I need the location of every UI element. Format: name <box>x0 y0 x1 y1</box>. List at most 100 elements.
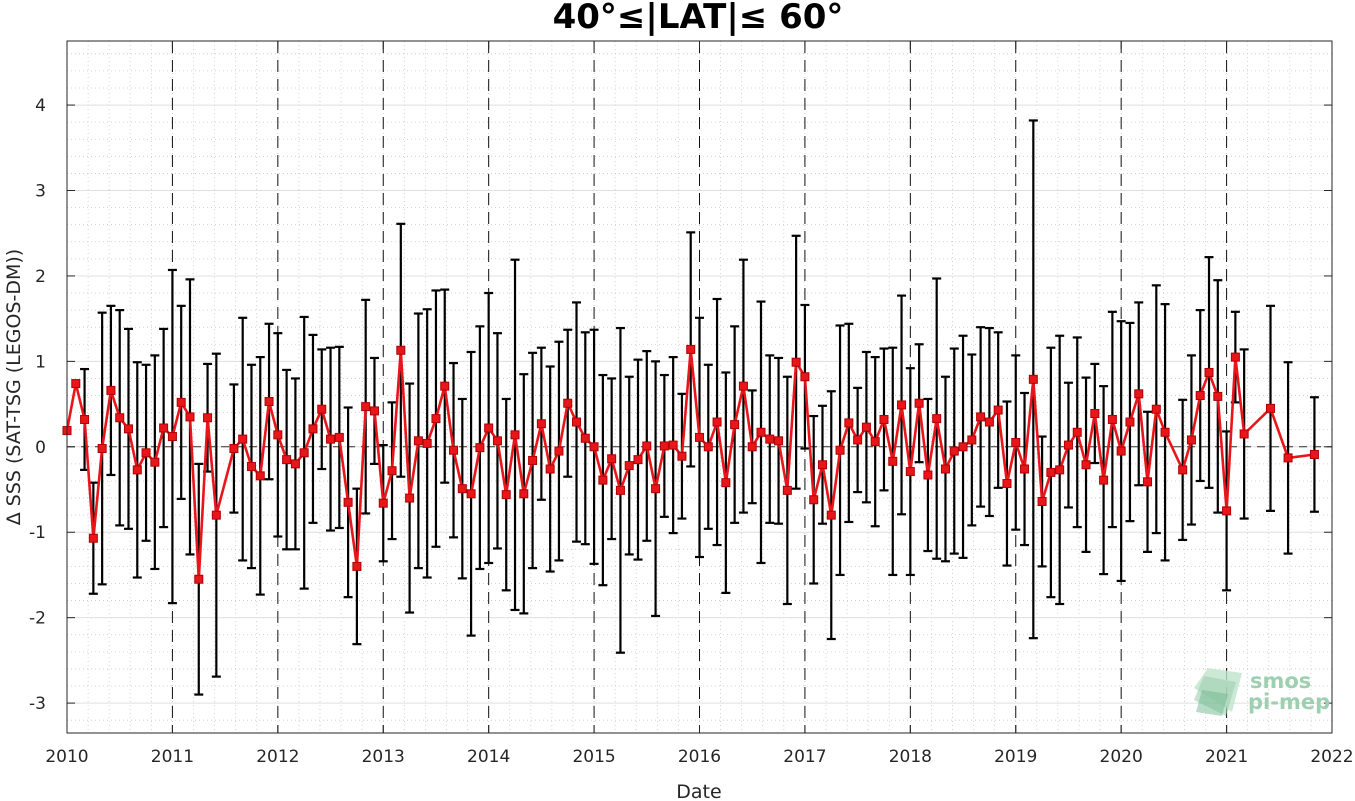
data-point <box>1072 427 1082 437</box>
data-point <box>378 498 388 508</box>
data-point <box>774 436 784 446</box>
data-point <box>466 489 476 499</box>
data-point <box>1222 506 1232 516</box>
data-point <box>835 445 845 455</box>
x-tick-label: 2019 <box>994 747 1037 767</box>
data-point <box>475 443 485 453</box>
series-markers <box>62 344 1319 584</box>
y-tick-label: -3 <box>29 694 46 714</box>
data-point <box>1090 408 1100 418</box>
data-point <box>422 438 432 448</box>
chart-title: 40°≤|LAT|≤ 60° <box>553 0 844 37</box>
x-axis-label: Date <box>676 781 721 801</box>
logo-text-smos: smos <box>1250 669 1311 693</box>
y-tick-label: -1 <box>29 523 46 543</box>
data-point <box>1204 367 1214 377</box>
x-tick-label: 2017 <box>783 747 826 767</box>
data-point <box>580 433 590 443</box>
data-point <box>853 435 863 445</box>
data-point <box>703 442 713 452</box>
data-point <box>554 446 564 456</box>
data-point <box>879 414 889 424</box>
x-tick-label: 2014 <box>467 747 510 767</box>
data-point <box>1283 453 1293 463</box>
data-point <box>598 475 608 485</box>
data-point <box>97 444 107 454</box>
data-point <box>1063 440 1073 450</box>
y-tick-label: 1 <box>35 352 46 372</box>
data-point <box>80 414 90 424</box>
y-axis-ticks: -3 -2 -1 0 1 2 3 4 <box>29 96 1332 714</box>
data-point <box>844 418 854 428</box>
data-point <box>914 398 924 408</box>
data-point <box>668 440 678 450</box>
data-point <box>1125 417 1135 427</box>
data-point <box>949 446 959 456</box>
data-point <box>1028 374 1038 384</box>
data-point <box>1160 427 1170 437</box>
data-point <box>817 460 827 470</box>
data-point <box>677 451 687 461</box>
data-point <box>273 430 283 440</box>
data-point <box>686 344 696 354</box>
y-tick-label: 3 <box>35 182 46 202</box>
data-point <box>334 432 344 442</box>
data-point <box>167 432 177 442</box>
data-point <box>229 444 239 454</box>
data-point <box>194 574 204 584</box>
data-point <box>431 414 441 424</box>
data-point <box>282 455 292 465</box>
data-point <box>361 402 371 412</box>
data-point <box>1037 496 1047 506</box>
data-point <box>940 464 950 474</box>
data-point <box>747 442 757 452</box>
y-tick-label: 2 <box>35 267 46 287</box>
data-point <box>484 423 494 433</box>
data-point <box>71 379 81 389</box>
y-tick-label: 0 <box>35 438 46 458</box>
x-tick-label: 2012 <box>256 747 299 767</box>
data-point <box>1178 465 1188 475</box>
data-point <box>457 484 467 494</box>
data-point <box>528 455 538 465</box>
data-point <box>809 495 819 505</box>
data-point <box>255 471 265 481</box>
data-point <box>492 436 502 446</box>
data-point <box>800 372 810 382</box>
data-point <box>317 404 327 414</box>
y-tick-label: -2 <box>29 609 46 629</box>
data-point <box>405 493 415 503</box>
data-point <box>1099 475 1109 485</box>
data-point <box>712 417 722 427</box>
x-tick-label: 2013 <box>362 747 405 767</box>
data-point <box>651 484 661 494</box>
smos-pimep-logo: smos pi-mep <box>1194 668 1330 716</box>
data-point <box>589 442 599 452</box>
data-point <box>721 478 731 488</box>
data-point <box>765 434 775 444</box>
data-point <box>1309 449 1319 459</box>
data-point <box>923 470 933 480</box>
data-point <box>308 424 318 434</box>
data-point <box>782 485 792 495</box>
data-point <box>123 424 133 434</box>
data-point <box>633 455 643 465</box>
data-point <box>1011 438 1021 448</box>
data-point <box>159 423 169 433</box>
data-point <box>88 533 98 543</box>
data-point <box>238 434 248 444</box>
data-point <box>352 561 362 571</box>
data-point <box>536 419 546 429</box>
data-point <box>730 420 740 430</box>
data-point <box>1266 403 1276 413</box>
data-point <box>203 413 213 423</box>
data-point <box>176 397 186 407</box>
x-axis-ticks: 2010 2011 2012 2013 2014 2015 2016 2017 2018 2019… <box>45 41 1354 767</box>
data-point <box>1213 391 1223 401</box>
data-point <box>659 441 669 451</box>
data-point <box>738 381 748 391</box>
data-point <box>1134 389 1144 399</box>
data-point <box>1107 414 1117 424</box>
data-point <box>572 417 582 427</box>
